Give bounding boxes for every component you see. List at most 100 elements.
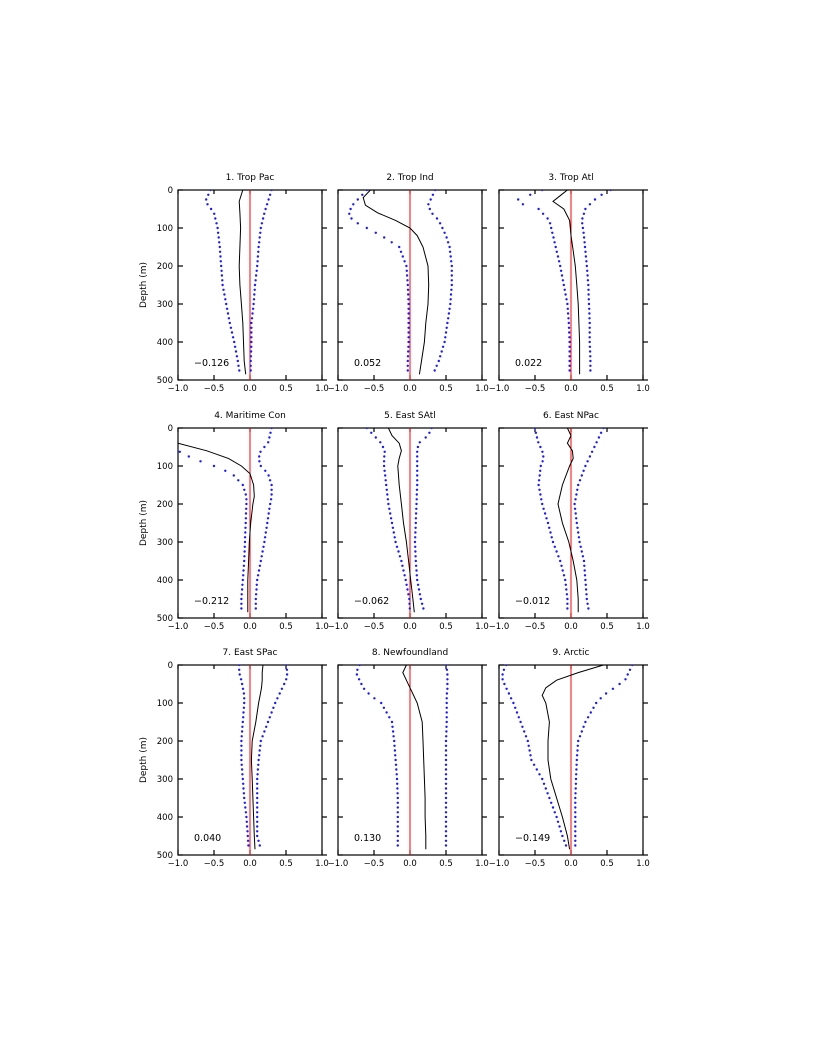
lower-bound-dot	[548, 222, 552, 225]
y-axis-label: Depth (m)	[139, 737, 149, 783]
lower-bound-dot	[240, 730, 244, 733]
upper-bound-dot	[592, 706, 595, 709]
upper-bound-dot	[266, 521, 269, 525]
lower-bound-dot	[240, 588, 244, 591]
upper-bound-dot	[446, 673, 449, 676]
x-tick-label: −0.5	[525, 384, 546, 394]
upper-bound-dot	[253, 288, 256, 291]
upper-bound-dot	[582, 236, 586, 239]
upper-bound-dot	[251, 307, 255, 310]
panel-3: 3. Trop Atl −1.0 −0.5 0.0 0.5 1.0 0.022	[489, 173, 650, 394]
lower-bound-dot	[566, 302, 569, 306]
upper-bound-dot	[283, 682, 286, 686]
upper-bound-dot	[259, 464, 262, 468]
panel-5: 5. East SAtl −1.0 −0.5 0.0 0.5 1.0 −0.062	[328, 411, 489, 632]
lower-bound-dot	[396, 830, 399, 833]
lower-bound-dot	[245, 502, 248, 506]
upper-bound-dot	[599, 697, 602, 700]
panel-title: 2. Trop Ind	[386, 173, 433, 183]
upper-bound-dot	[259, 231, 262, 234]
lower-bound-dot	[365, 226, 368, 230]
panel-title: 1. Trop Pac	[226, 173, 275, 183]
upper-bound-dot	[576, 526, 579, 529]
lower-bound-dot	[242, 692, 246, 695]
lower-bound-dot	[219, 255, 222, 258]
upper-bound-dot	[415, 507, 418, 510]
x-tick-label: −1.0	[489, 859, 510, 869]
lower-bound-dot	[246, 830, 249, 833]
upper-bound-dot	[264, 207, 267, 211]
upper-bound-dot	[444, 739, 448, 743]
lower-bound-dot	[242, 574, 245, 577]
x-tick-label: −1.0	[489, 384, 510, 394]
x-tick-label: 0.5	[439, 622, 453, 632]
upper-bound-dot	[589, 355, 592, 358]
upper-bound-dot	[268, 716, 271, 719]
x-tick-label: 0.5	[600, 384, 614, 394]
upper-bound-dot	[445, 735, 448, 738]
x-tick-label: −0.5	[525, 622, 546, 632]
lower-bound-dot	[241, 687, 245, 690]
lower-bound-dot	[243, 796, 246, 800]
lower-bound-dot	[546, 792, 549, 795]
lower-bound-dot	[228, 321, 231, 325]
upper-bound-dot	[424, 436, 427, 439]
lower-bound-dot	[503, 682, 506, 686]
panel-2: 2. Trop Ind −1.0 −0.5 0.0 0.5 1.0 0.052	[328, 173, 489, 394]
upper-bound-dot	[256, 578, 259, 582]
lower-bound-dot	[529, 754, 532, 757]
upper-bound-dot	[267, 474, 270, 477]
upper-bound-dot	[256, 811, 259, 814]
upper-bound-dot	[447, 317, 450, 320]
upper-bound-dot	[443, 340, 446, 344]
lower-bound-dot	[391, 526, 395, 529]
upper-bound-dot	[582, 725, 585, 728]
upper-bound-dot	[253, 293, 256, 296]
upper-bound-dot	[249, 364, 252, 367]
upper-bound-dot	[444, 820, 448, 823]
lower-bound-dot	[548, 796, 551, 800]
panel-data	[365, 428, 433, 618]
lower-bound-dot	[394, 540, 397, 544]
upper-bound-dot	[416, 483, 419, 487]
lower-bound-dot	[238, 665, 241, 667]
upper-bound-dot	[257, 839, 260, 842]
lower-bound-dot	[546, 217, 549, 220]
x-tick-label: 0.0	[243, 384, 257, 394]
lower-bound-dot	[563, 288, 566, 291]
lower-bound-dot	[396, 787, 399, 790]
upper-bound-dot	[602, 428, 605, 430]
upper-bound-dot	[574, 806, 577, 809]
lower-bound-dot	[242, 792, 246, 795]
lower-bound-dot	[407, 312, 410, 315]
lower-bound-dot	[521, 725, 524, 728]
upper-bound-dot	[414, 531, 417, 534]
lower-bound-dot	[550, 226, 553, 230]
upper-bound-dot	[574, 811, 577, 814]
panel-6: 6. East NPac −1.0 −0.5 0.0 0.5 1.0 −0.012	[489, 411, 650, 632]
upper-bound-dot	[254, 597, 257, 601]
upper-bound-dot	[450, 283, 453, 287]
y-axis-label: Depth (m)	[139, 262, 149, 308]
upper-bound-dot	[576, 749, 579, 752]
lower-bound-dot	[553, 545, 556, 548]
lower-bound-dot	[540, 498, 543, 501]
upper-bound-dot	[440, 350, 443, 353]
upper-bound-dot	[449, 298, 452, 301]
upper-bound-dot	[574, 792, 577, 795]
y-tick-label: 500	[157, 851, 173, 861]
upper-bound-dot	[624, 678, 627, 681]
lower-bound-dot	[209, 190, 212, 192]
y-tick-label: 0	[168, 424, 173, 434]
upper-bound-dot	[580, 474, 583, 477]
upper-bound-dot	[256, 806, 259, 809]
upper-bound-dot	[416, 474, 419, 477]
lower-bound-dot	[406, 355, 410, 358]
panel-title: 5. East SAtl	[384, 411, 436, 421]
x-tick-label: 1.0	[315, 622, 329, 632]
upper-bound-dot	[583, 564, 586, 567]
lower-bound-dot	[243, 545, 246, 548]
upper-bound-dot	[574, 834, 577, 838]
lower-bound-dot	[207, 193, 210, 196]
lower-bound-dot	[244, 521, 247, 525]
